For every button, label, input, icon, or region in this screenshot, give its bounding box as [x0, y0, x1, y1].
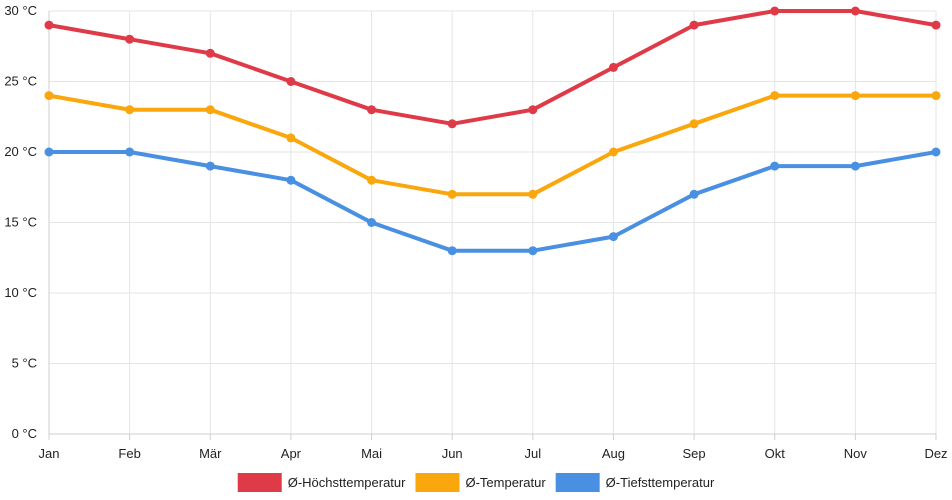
- series-line: [47, 9, 938, 126]
- grid: [48, 10, 937, 435]
- legend-swatch: [555, 473, 600, 492]
- data-point[interactable]: [447, 246, 457, 256]
- data-point[interactable]: [44, 20, 54, 30]
- data-point[interactable]: [367, 105, 377, 115]
- y-tick-label: 15 °C: [4, 215, 37, 230]
- x-tick-label: Jun: [442, 446, 463, 461]
- x-tick-label: Sep: [683, 446, 706, 461]
- data-point[interactable]: [608, 232, 618, 242]
- data-point[interactable]: [608, 62, 618, 72]
- data-point[interactable]: [850, 161, 860, 171]
- data-point[interactable]: [205, 161, 215, 171]
- data-point[interactable]: [44, 91, 54, 101]
- data-point[interactable]: [447, 119, 457, 129]
- data-point[interactable]: [367, 175, 377, 185]
- y-tick-label: 0 °C: [12, 426, 37, 441]
- legend-item[interactable]: Ø-Höchsttemperatur: [237, 473, 406, 492]
- data-point[interactable]: [689, 189, 699, 199]
- series-3: [44, 147, 941, 256]
- data-point[interactable]: [125, 105, 135, 115]
- x-tick-label: Mär: [199, 446, 222, 461]
- legend-swatch: [237, 473, 282, 492]
- series-1: [44, 6, 941, 129]
- axes: 0 °C 5 °C 10 °C 15 °C 20 °C 25 °C 30 °C Jan Feb M…: [4, 3, 947, 461]
- data-point[interactable]: [850, 91, 860, 101]
- series-2: [44, 91, 941, 199]
- data-point[interactable]: [125, 34, 135, 44]
- data-point[interactable]: [528, 189, 538, 199]
- y-tick-label: 20 °C: [4, 144, 37, 159]
- data-point[interactable]: [528, 246, 538, 256]
- x-tick-label: Jan: [39, 446, 60, 461]
- data-point[interactable]: [931, 147, 941, 157]
- legend-label: Ø-Höchsttemperatur: [288, 475, 406, 490]
- data-point[interactable]: [447, 189, 457, 199]
- data-point[interactable]: [205, 105, 215, 115]
- x-tick-label: Dez: [924, 446, 947, 461]
- legend-swatch: [415, 473, 460, 492]
- x-tick-label: Feb: [118, 446, 140, 461]
- data-point[interactable]: [850, 6, 860, 16]
- y-tick-label: 10 °C: [4, 285, 37, 300]
- legend-item[interactable]: Ø-Temperatur: [415, 473, 546, 492]
- data-point[interactable]: [44, 147, 54, 157]
- data-point[interactable]: [931, 20, 941, 30]
- data-point[interactable]: [770, 91, 780, 101]
- x-tick-label: Nov: [844, 446, 868, 461]
- x-tick-label: Apr: [281, 446, 302, 461]
- x-tick-label: Jul: [525, 446, 542, 461]
- legend-label: Ø-Tiefsttemperatur: [606, 475, 715, 490]
- data-point[interactable]: [689, 119, 699, 129]
- data-point[interactable]: [770, 6, 780, 16]
- y-tick-label: 25 °C: [4, 74, 37, 89]
- data-point[interactable]: [286, 77, 296, 86]
- legend-item[interactable]: Ø-Tiefsttemperatur: [555, 473, 715, 492]
- data-point[interactable]: [205, 48, 215, 58]
- data-point[interactable]: [367, 218, 377, 227]
- data-point[interactable]: [286, 133, 296, 143]
- x-tick-label: Mai: [361, 446, 382, 461]
- legend: Ø-Höchsttemperatur Ø-Temperatur Ø-Tiefstte…: [237, 473, 715, 492]
- x-tick-label: Okt: [765, 446, 786, 461]
- data-point[interactable]: [608, 147, 618, 157]
- y-tick-label: 5 °C: [12, 356, 37, 371]
- series-lines: [44, 6, 941, 256]
- series-line: [47, 93, 938, 197]
- data-point[interactable]: [286, 175, 296, 185]
- data-point[interactable]: [689, 20, 699, 30]
- data-point[interactable]: [125, 147, 135, 157]
- data-point[interactable]: [931, 91, 941, 101]
- data-point[interactable]: [770, 161, 780, 171]
- x-tick-label: Aug: [602, 446, 625, 461]
- legend-label: Ø-Temperatur: [465, 475, 546, 490]
- y-tick-label: 30 °C: [4, 3, 37, 18]
- series-line: [47, 150, 938, 253]
- data-point[interactable]: [528, 105, 538, 115]
